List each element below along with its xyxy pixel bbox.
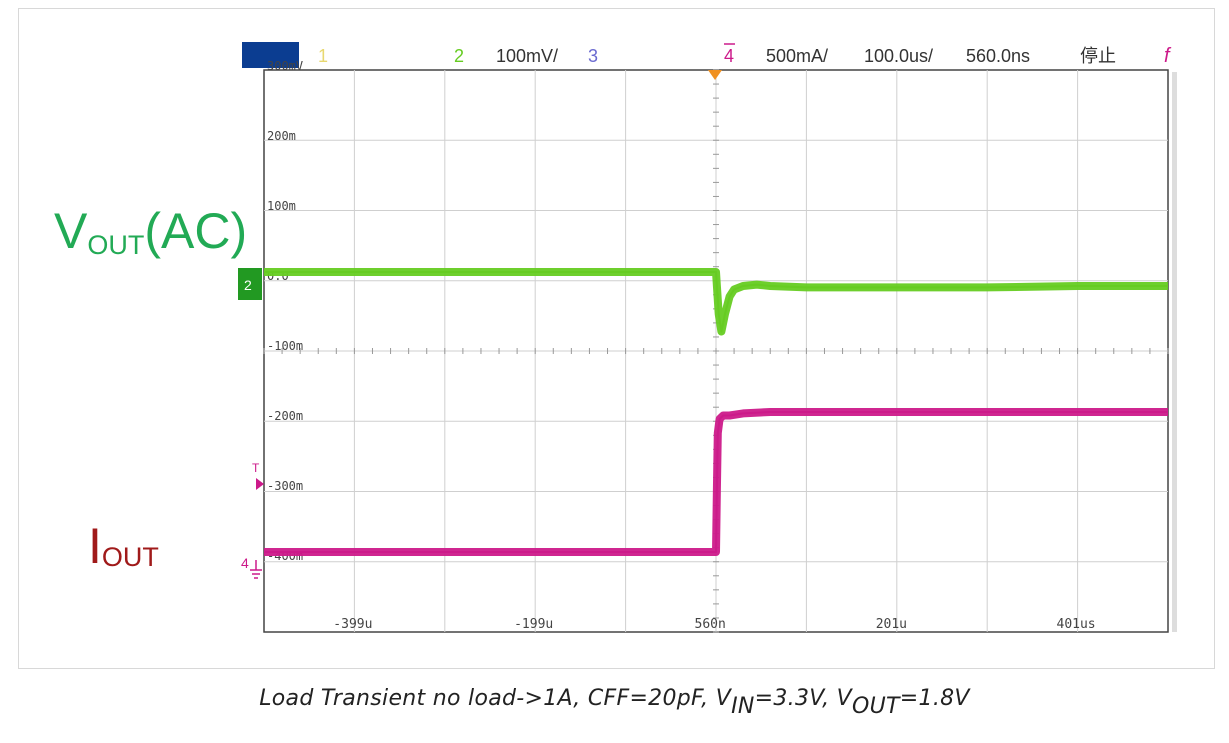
trigger-position-marker bbox=[708, 70, 722, 80]
ch4-scale: 500mA/ bbox=[766, 46, 828, 66]
x-tick-label: 201u bbox=[876, 617, 907, 632]
x-tick-label: -199u bbox=[514, 617, 553, 632]
timebase-readout: 100.0us/ bbox=[864, 46, 933, 66]
ch2-ground-marker bbox=[238, 268, 262, 300]
ch3-label: 3 bbox=[588, 46, 598, 66]
y-tick-label: 300mV bbox=[267, 59, 303, 73]
y-tick-label: -100m bbox=[267, 339, 303, 353]
ch1-label: 1 bbox=[318, 46, 328, 66]
x-tick-label: -399u bbox=[333, 617, 372, 632]
ch4-ground-label: 4 bbox=[241, 555, 249, 571]
vout-label: VOUT(AC) bbox=[54, 203, 247, 260]
figure-caption: Load Transient no load->1A, CFF=20pF, VI… bbox=[259, 686, 970, 719]
ch2-scale: 100mV/ bbox=[496, 46, 558, 66]
ch2-label: 2 bbox=[454, 46, 464, 66]
x-tick-label: 401us bbox=[1057, 617, 1096, 632]
ch4-trace-core bbox=[264, 411, 1168, 553]
waveform-traces bbox=[264, 268, 1168, 556]
ch4-label: 4 bbox=[724, 46, 734, 66]
trigger-slope-icon: f bbox=[1164, 45, 1172, 67]
ch4-trigger-level-marker: T bbox=[252, 461, 260, 475]
delay-readout: 560.0ns bbox=[966, 46, 1030, 66]
channel-select-box bbox=[242, 42, 299, 68]
y-tick-label: 200m bbox=[267, 129, 296, 143]
y-tick-label: -300m bbox=[267, 479, 303, 493]
y-tick-label: 100m bbox=[267, 199, 296, 213]
ground-icon bbox=[250, 560, 262, 579]
iout-label: IOUT bbox=[88, 518, 159, 574]
trigger-level-arrow bbox=[256, 478, 264, 490]
ch2-trace-core bbox=[264, 271, 1168, 333]
y-tick-label: -200m bbox=[267, 409, 303, 423]
ch2-ground-label: 2 bbox=[244, 277, 252, 293]
run-status: 停止 bbox=[1080, 46, 1116, 66]
scrollbar bbox=[1172, 72, 1177, 632]
x-tick-label: 560n bbox=[695, 617, 726, 632]
x-tick-labels: -399u -199u 560n 201u 401us bbox=[333, 617, 1095, 632]
